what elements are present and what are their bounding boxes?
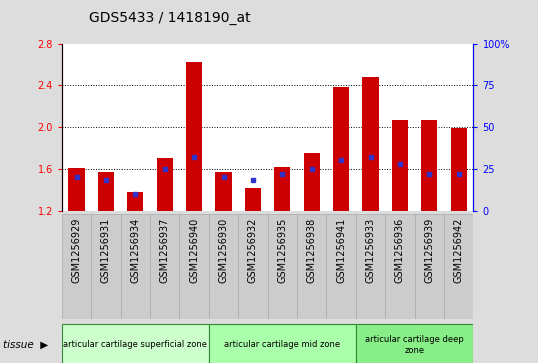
FancyBboxPatch shape bbox=[444, 214, 473, 319]
Text: articular cartilage superficial zone: articular cartilage superficial zone bbox=[63, 340, 207, 349]
Bar bbox=[303, 153, 320, 211]
Text: GSM1256938: GSM1256938 bbox=[307, 217, 317, 282]
FancyBboxPatch shape bbox=[209, 325, 356, 363]
Text: GSM1256931: GSM1256931 bbox=[101, 217, 111, 282]
Bar bbox=[157, 158, 173, 211]
FancyBboxPatch shape bbox=[62, 214, 91, 319]
FancyBboxPatch shape bbox=[297, 214, 327, 319]
Bar bbox=[274, 167, 291, 211]
FancyBboxPatch shape bbox=[415, 214, 444, 319]
FancyBboxPatch shape bbox=[121, 214, 150, 319]
Text: GSM1256942: GSM1256942 bbox=[454, 217, 464, 283]
FancyBboxPatch shape bbox=[356, 214, 385, 319]
Text: GSM1256939: GSM1256939 bbox=[424, 217, 434, 282]
Text: GSM1256935: GSM1256935 bbox=[278, 217, 287, 283]
Text: GSM1256940: GSM1256940 bbox=[189, 217, 199, 282]
Bar bbox=[333, 87, 349, 211]
FancyBboxPatch shape bbox=[327, 214, 356, 319]
Bar bbox=[245, 188, 261, 211]
FancyBboxPatch shape bbox=[150, 214, 180, 319]
Text: articular cartilage deep
zone: articular cartilage deep zone bbox=[365, 335, 464, 355]
Bar bbox=[451, 128, 467, 211]
Text: GSM1256932: GSM1256932 bbox=[248, 217, 258, 283]
Bar bbox=[421, 120, 437, 211]
FancyBboxPatch shape bbox=[385, 214, 415, 319]
Text: GSM1256936: GSM1256936 bbox=[395, 217, 405, 282]
Text: GSM1256934: GSM1256934 bbox=[130, 217, 140, 282]
Text: tissue  ▶: tissue ▶ bbox=[3, 340, 48, 350]
FancyBboxPatch shape bbox=[62, 325, 209, 363]
Text: GSM1256930: GSM1256930 bbox=[218, 217, 229, 282]
Bar bbox=[98, 172, 114, 211]
Bar bbox=[68, 168, 84, 211]
Bar bbox=[363, 77, 379, 211]
FancyBboxPatch shape bbox=[91, 214, 121, 319]
FancyBboxPatch shape bbox=[180, 214, 209, 319]
Text: articular cartilage mid zone: articular cartilage mid zone bbox=[224, 340, 341, 349]
Bar bbox=[392, 120, 408, 211]
FancyBboxPatch shape bbox=[267, 214, 297, 319]
FancyBboxPatch shape bbox=[238, 214, 267, 319]
Text: GDS5433 / 1418190_at: GDS5433 / 1418190_at bbox=[89, 11, 250, 25]
Text: GSM1256937: GSM1256937 bbox=[160, 217, 170, 283]
Text: GSM1256933: GSM1256933 bbox=[365, 217, 376, 282]
Text: GSM1256929: GSM1256929 bbox=[72, 217, 82, 283]
Text: GSM1256941: GSM1256941 bbox=[336, 217, 346, 282]
Bar bbox=[186, 62, 202, 211]
Bar bbox=[128, 192, 144, 211]
Bar bbox=[216, 172, 232, 211]
FancyBboxPatch shape bbox=[209, 214, 238, 319]
FancyBboxPatch shape bbox=[356, 325, 473, 363]
